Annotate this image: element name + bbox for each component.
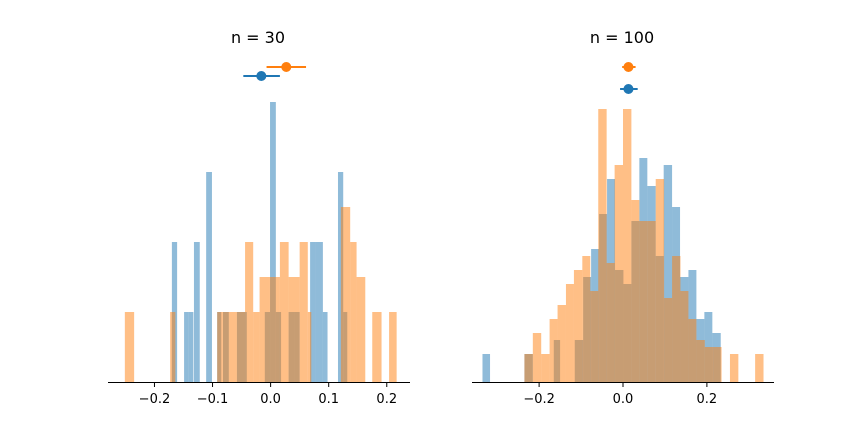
histogram-bar (688, 319, 697, 382)
histogram-bar (307, 312, 312, 382)
histogram-bar (356, 277, 366, 382)
histogram-bar (524, 354, 533, 382)
histogram-bar (639, 221, 648, 382)
histogram-bar (590, 291, 599, 382)
histogram-bar (598, 109, 607, 382)
histogram-bar (269, 277, 280, 382)
histogram-bar (193, 242, 200, 382)
histogram-bar (755, 354, 764, 382)
panel-title: n = 30 (231, 28, 285, 47)
histogram-bar (188, 312, 194, 382)
x-tick-label: 0.2 (376, 392, 397, 407)
panel-plot-area: −0.2 0.0 0.2 (472, 62, 774, 407)
mean-marker (281, 62, 292, 72)
histogram-bar (664, 298, 673, 382)
histogram-bar (614, 165, 623, 382)
histogram-bar (270, 102, 276, 382)
histogram-bar (663, 165, 673, 382)
histogram-bar (482, 354, 491, 382)
histogram-bar (704, 347, 714, 382)
panel-plot-area: −0.2 −0.1 0.0 0.1 0.2 (108, 62, 410, 407)
histogram-bar (217, 312, 223, 382)
histogram-bar (253, 312, 260, 382)
histogram-bar (549, 319, 558, 382)
histogram-bar (170, 312, 176, 382)
panel-title: n = 100 (590, 28, 654, 47)
histogram-bar (672, 256, 681, 382)
histogram-bar (573, 270, 583, 382)
histogram-bar (647, 221, 656, 382)
x-tick-label: 0.1 (318, 392, 339, 407)
histogram-bar (206, 172, 212, 382)
histogram-bar (713, 347, 722, 382)
histogram-bar (315, 242, 323, 382)
x-tick-label: −0.2 (523, 392, 555, 407)
histogram-bar (222, 312, 237, 382)
x-tick-label: 0.0 (613, 392, 634, 407)
histogram-bar (389, 312, 397, 382)
histogram-bar (372, 312, 382, 382)
histogram-bar (184, 312, 189, 382)
histogram-bar (655, 179, 665, 382)
histogram-bar (245, 242, 254, 382)
histogram-bar (236, 312, 246, 382)
histogram-bar (322, 312, 328, 382)
histogram-bar (582, 256, 591, 382)
histogram-bar (565, 284, 574, 382)
histogram-bar (606, 263, 615, 382)
mean-marker (256, 71, 267, 81)
x-tick-label: 0.2 (697, 392, 718, 407)
histogram-bar (340, 207, 351, 382)
histogram-bar (279, 242, 289, 382)
histogram-bar (350, 242, 357, 382)
panel-n30: n = 30 (231, 28, 285, 47)
histogram-bar (299, 242, 308, 382)
panel-n100: n = 100 (590, 28, 654, 47)
histogram-bar (337, 172, 344, 382)
mean-marker (623, 84, 634, 94)
histogram-bar (310, 242, 316, 382)
histogram-bar (259, 277, 270, 382)
x-tick-label: −0.2 (139, 392, 171, 407)
histogram-bar (631, 200, 640, 382)
histogram-bar (557, 305, 566, 382)
histogram-bar (541, 354, 550, 382)
histogram-bar (680, 291, 689, 382)
x-tick-label: 0.0 (260, 392, 281, 407)
histogram-bar (124, 312, 135, 382)
histogram-bar (729, 354, 739, 382)
mean-marker (623, 62, 634, 72)
histogram-bar (696, 340, 705, 382)
histogram-bar (288, 277, 300, 382)
x-tick-label: −0.1 (197, 392, 229, 407)
histogram-bar (623, 109, 632, 382)
histogram-bar (532, 333, 542, 382)
